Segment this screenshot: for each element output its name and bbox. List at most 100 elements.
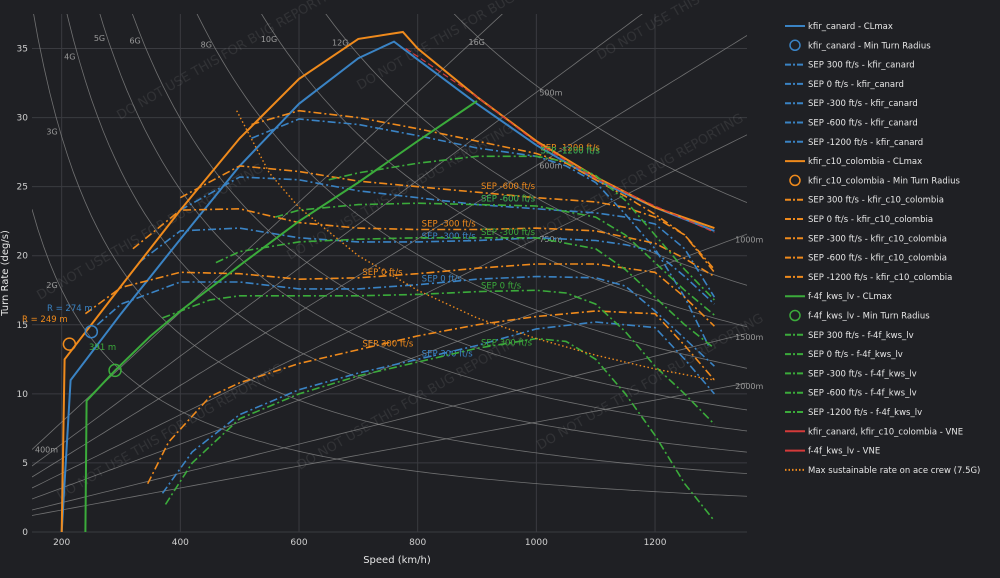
legend-label: SEP -600 ft/s - kfir_canard xyxy=(808,119,918,129)
legend[interactable]: kfir_canard - CLmax kfir_canard - Min Tur… xyxy=(785,22,980,476)
legend-symbol xyxy=(789,39,801,52)
g-line-label: 8G xyxy=(201,41,212,50)
sep-curve xyxy=(251,118,710,346)
sep-curve xyxy=(164,337,716,522)
x-tick-label: 800 xyxy=(409,538,426,548)
legend-item[interactable]: kfir_canard - Min Turn Radius xyxy=(789,39,931,52)
sep-curve-label: SEP 300 ft/s xyxy=(362,340,414,350)
radius-line-label: 750m xyxy=(539,235,562,244)
legend-item[interactable]: SEP 300 ft/s - f-4f_kws_lv xyxy=(785,331,914,341)
legend-label: f-4f_kws_lv - VNE xyxy=(808,447,880,457)
min-turn-markers xyxy=(62,324,122,378)
kfir-canard-radius-annotation: R = 274 m xyxy=(47,304,93,314)
legend-item[interactable]: SEP 0 ft/s - kfir_c10_colombia xyxy=(785,215,933,225)
sep-curve xyxy=(328,155,715,301)
radius-line xyxy=(32,14,503,450)
legend-item[interactable]: SEP -300 ft/s - kfir_canard xyxy=(785,99,918,109)
legend-item[interactable]: SEP 300 ft/s - kfir_canard xyxy=(785,61,915,71)
sep-curve xyxy=(179,176,716,298)
g-line-label: 4G xyxy=(64,52,75,61)
radius-line-label: 500m xyxy=(539,88,562,97)
legend-label: kfir_canard, kfir_c10_colombia - VNE xyxy=(808,427,963,437)
min-turn-radius-marker xyxy=(84,324,99,339)
sep-curve-label: SEP -600 ft/s xyxy=(481,195,536,205)
sep-curve-label: SEP 0 ft/s xyxy=(362,268,403,278)
sep-curve xyxy=(275,202,715,316)
legend-item[interactable]: SEP -1200 ft/s - kfir_canard xyxy=(785,138,923,148)
legend-item[interactable]: kfir_canard, kfir_c10_colombia - VNE xyxy=(785,427,963,437)
x-tick-label: 1200 xyxy=(644,538,667,548)
g-line xyxy=(99,14,747,432)
sep-curve-label: SEP 300 ft/s xyxy=(481,338,533,348)
sep-curve-label: SEP -300 ft/s xyxy=(422,219,477,229)
legend-label: SEP -600 ft/s - kfir_c10_colombia xyxy=(808,254,947,264)
legend-label: SEP 300 ft/s - kfir_canard xyxy=(808,61,915,71)
legend-item[interactable]: SEP -300 ft/s - f-4f_kws_lv xyxy=(785,369,917,379)
legend-label: Max sustainable rate on ace crew (7.5G) xyxy=(808,466,980,476)
g-line xyxy=(33,14,747,475)
clmax-curve xyxy=(84,100,478,532)
legend-item[interactable]: SEP 0 ft/s - kfir_canard xyxy=(785,80,904,90)
legend-item[interactable]: SEP -1200 ft/s - f-4f_kws_lv xyxy=(785,408,922,418)
x-axis-title: Speed (km/h) xyxy=(363,555,431,566)
g-line xyxy=(66,14,747,453)
sep-curve-label: SEP -300 ft/s xyxy=(422,232,477,242)
radius-line xyxy=(32,332,747,511)
legend-item[interactable]: f-4f_kws_lv - VNE xyxy=(785,447,880,457)
radius-line xyxy=(32,233,747,500)
legend-item[interactable]: SEP -600 ft/s - kfir_c10_colombia xyxy=(785,254,947,264)
sep-curve-label: SEP -1200 ft/s xyxy=(540,146,600,156)
sep-curve xyxy=(138,227,715,305)
sep-curve xyxy=(161,321,716,494)
legend-item[interactable]: SEP -600 ft/s - f-4f_kws_lv xyxy=(785,389,917,399)
max-sustainable-curve xyxy=(236,110,715,381)
y-axis-title: Turn Rate (deg/s) xyxy=(0,230,11,317)
legend-label: SEP -1200 ft/s - kfir_canard xyxy=(808,138,923,148)
legend-item[interactable]: SEP -600 ft/s - kfir_canard xyxy=(785,119,918,129)
sep-curve-label: SEP -300 ft/s xyxy=(481,228,536,238)
y-tick-label: 5 xyxy=(22,459,28,469)
annotations: R = 274 mR = 249 m 391 m xyxy=(22,304,116,353)
guide-lines xyxy=(32,14,747,516)
x-tick-label: 400 xyxy=(172,538,189,548)
legend-item[interactable]: SEP -1200 ft/s - kfir_c10_colombia xyxy=(785,273,952,283)
legend-label: kfir_canard - CLmax xyxy=(808,22,893,32)
legend-label: SEP -300 ft/s - kfir_c10_colombia xyxy=(808,234,947,244)
sep-curve xyxy=(132,207,715,278)
sep-curve xyxy=(146,310,716,485)
legend-label: SEP 0 ft/s - kfir_c10_colombia xyxy=(808,215,933,225)
y-tick-label: 20 xyxy=(17,252,29,262)
y-tick-label: 35 xyxy=(17,45,28,55)
legend-item[interactable]: f-4f_kws_lv - CLmax xyxy=(785,292,892,302)
legend-item[interactable]: kfir_c10_colombia - CLmax xyxy=(785,157,922,167)
legend-item[interactable]: SEP 0 ft/s - f-4f_kws_lv xyxy=(785,350,903,360)
radius-line-label: 1000m xyxy=(735,236,763,245)
min-turn-radius-marker xyxy=(62,337,77,351)
sep-curve-label: SEP -600 ft/s xyxy=(481,182,536,192)
sep-curve-label: SEP -1200 ft/s xyxy=(540,146,600,156)
legend-label: SEP -300 ft/s - kfir_canard xyxy=(808,99,918,109)
legend-item[interactable]: SEP -300 ft/s - kfir_c10_colombia xyxy=(785,234,947,244)
legend-label: f-4f_kws_lv - Min Turn Radius xyxy=(808,312,930,322)
legend-item[interactable]: SEP 300 ft/s - kfir_c10_colombia xyxy=(785,196,944,206)
legend-label: SEP 0 ft/s - kfir_canard xyxy=(808,80,904,90)
y-tick-label: 30 xyxy=(17,114,29,124)
legend-item[interactable]: f-4f_kws_lv - Min Turn Radius xyxy=(789,309,930,322)
g-line xyxy=(453,14,747,204)
legend-label: SEP 300 ft/s - kfir_c10_colombia xyxy=(808,196,944,206)
y-tick-label: 10 xyxy=(17,390,29,400)
g-line xyxy=(132,14,747,411)
guide-labels: 2G 3G 4G 5G 6G 8G 10G 12G 16G 400m 500m 600m 750m 100… xyxy=(35,34,764,455)
axes: 200 400 600 800 1000 1200 0 5 10 15 20 25 30 35 xyxy=(17,45,667,548)
g-line-label: 6G xyxy=(129,37,140,46)
legend-label: kfir_canard - Min Turn Radius xyxy=(808,41,931,51)
sep-curve-label: SEP 0 ft/s xyxy=(481,282,522,292)
g-line xyxy=(325,14,747,286)
sep-curve-label: SEP 300 ft/s xyxy=(422,349,474,359)
series: SEP 300 ft/s SEP 0 ft/s SEP -300 ft/s SEP -… xyxy=(60,30,716,532)
legend-item[interactable]: kfir_c10_colombia - Min Turn Radius xyxy=(789,174,960,186)
legend-item[interactable]: kfir_canard - CLmax xyxy=(785,22,893,32)
legend-item[interactable]: Max sustainable rate on ace crew (7.5G) xyxy=(785,466,980,476)
